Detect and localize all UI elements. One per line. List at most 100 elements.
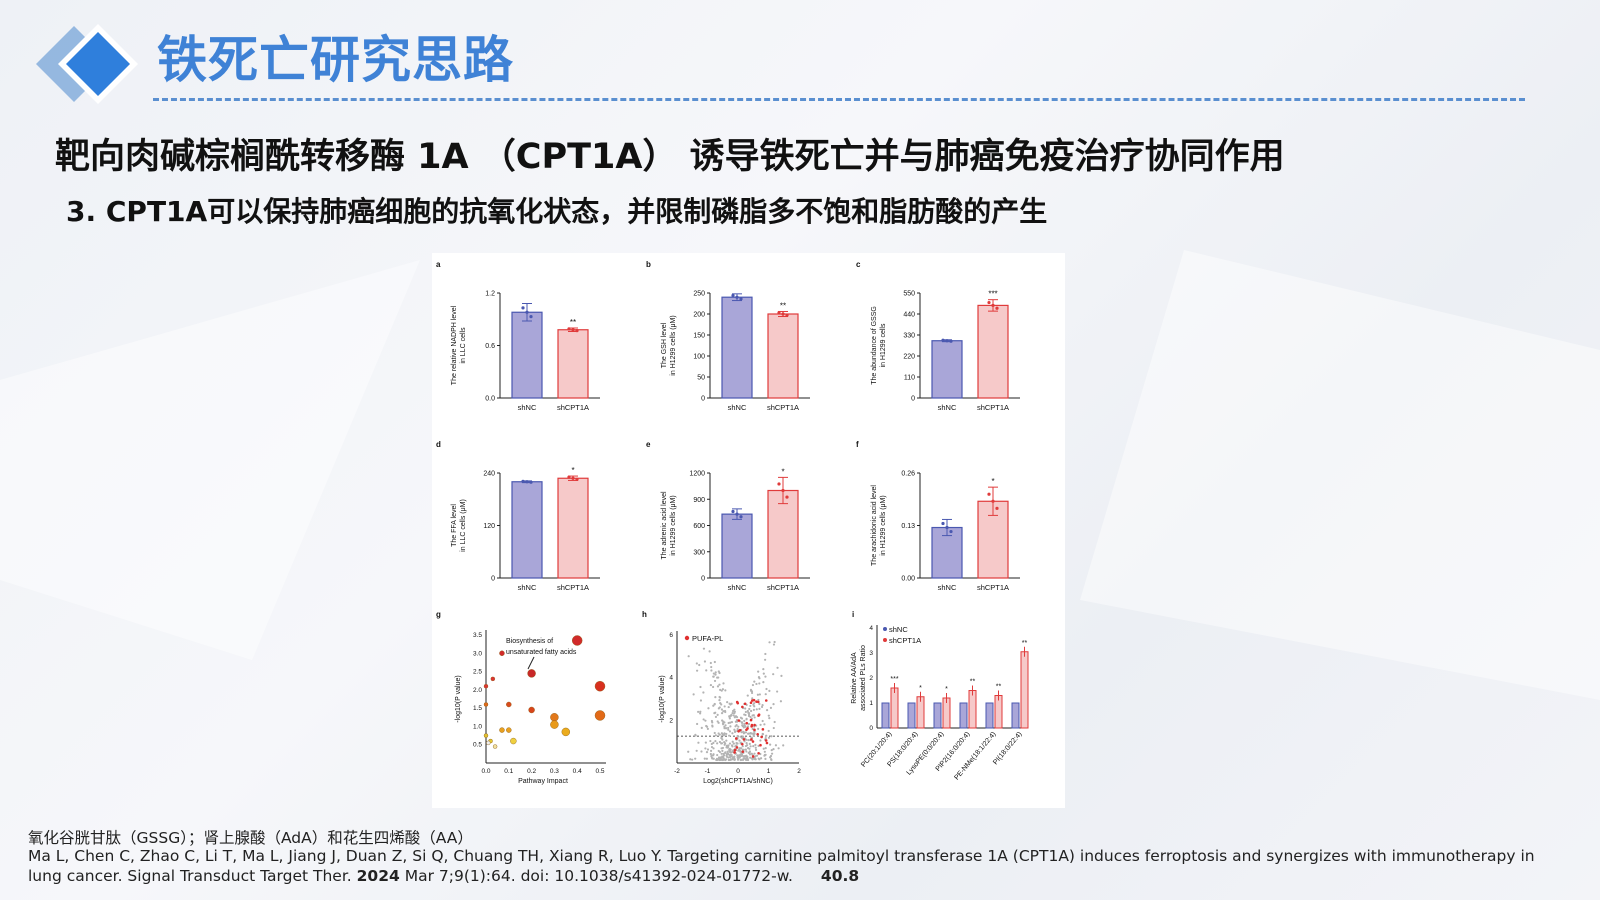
x-tick-label: 2: [797, 768, 801, 775]
volcano-point: [744, 725, 747, 728]
volcano-point: [727, 728, 730, 731]
volcano-point: [687, 750, 690, 753]
bar-shnc: [933, 702, 942, 729]
legend-label: shCPT1A: [889, 636, 921, 645]
subheadline: 3. CPT1A可以保持肺癌细胞的抗氧化状态，并限制磷脂多不饱和脂肪酸的产生: [66, 195, 1048, 228]
significance-label: **: [1022, 640, 1028, 647]
significance-label: **: [570, 318, 576, 327]
y-tick-label: 4: [669, 675, 673, 682]
volcano-point: [750, 691, 754, 695]
volcano-point: [720, 703, 723, 706]
volcano-point: [718, 683, 721, 686]
volcano-point: [706, 727, 709, 730]
volcano-point: [741, 724, 744, 727]
data-point: [561, 727, 571, 737]
volcano-point: [764, 675, 767, 678]
slide-title: 铁死亡研究思路: [157, 31, 514, 89]
volcano-point: [744, 744, 748, 748]
x-axis-label: Log2(shCPT1A/shNC): [703, 778, 773, 785]
volcano-point: [761, 703, 764, 707]
category-label: shNC: [938, 583, 957, 592]
volcano-point: [710, 742, 713, 746]
replicate-dot: [529, 315, 533, 319]
bar-shnc: [1011, 702, 1020, 729]
y-tick-label: 110: [904, 375, 915, 382]
pufa-pl-point: [757, 752, 760, 755]
y-tick-label: 0: [701, 576, 705, 583]
volcano-point: [728, 702, 731, 705]
replicate-dot: [987, 300, 991, 305]
volcano-point: [696, 722, 699, 726]
volcano-point: [721, 756, 724, 759]
volcano-point: [749, 704, 752, 708]
volcano-point: [717, 749, 720, 753]
pufa-pl-point: [735, 700, 739, 704]
volcano-point: [750, 709, 753, 713]
y-tick-label: 1.5: [473, 705, 482, 712]
volcano-point: [753, 758, 757, 761]
volcano-point: [722, 723, 725, 726]
y-tick-label: 0: [701, 396, 705, 403]
volcano-point: [765, 709, 769, 712]
volcano-point: [761, 719, 764, 723]
data-point: [499, 727, 505, 733]
y-tick-label: 600: [693, 523, 705, 530]
volcano-point: [740, 758, 743, 761]
volcano-point: [762, 747, 765, 750]
category-label: PI(18:0/22:4): [992, 731, 1023, 767]
y-axis-label: The relative NADPH level in LLC cells: [451, 305, 467, 385]
volcano-point: [765, 734, 768, 737]
replicate-dot: [785, 313, 789, 317]
pufa-pl-point: [755, 700, 758, 703]
volcano-point: [724, 689, 727, 692]
volcano-point: [718, 699, 721, 702]
volcano-point: [712, 747, 715, 750]
volcano-point: [764, 693, 767, 696]
volcano-point: [770, 735, 773, 738]
volcano-point: [712, 741, 715, 744]
volcano-point: [729, 725, 732, 728]
volcano-point: [705, 757, 708, 760]
volcano-point: [747, 739, 750, 742]
panel-letter: f: [856, 440, 859, 449]
y-tick-label: 0: [869, 725, 873, 732]
volcano-point: [770, 752, 774, 755]
volcano-point: [746, 694, 749, 697]
volcano-point: [711, 757, 714, 760]
volcano-point: [757, 698, 760, 702]
volcano-point: [697, 741, 700, 744]
replicate-dot: [941, 521, 945, 526]
volcano-point: [749, 756, 752, 759]
volcano-point: [712, 754, 715, 757]
volcano-point: [758, 702, 761, 706]
volcano-point: [720, 752, 723, 755]
volcano-point: [714, 673, 717, 676]
y-tick-label: 200: [693, 312, 705, 319]
volcano-point: [712, 675, 715, 678]
volcano-point: [716, 753, 719, 757]
replicate-dot: [777, 482, 781, 486]
bar-shnc: [907, 702, 916, 729]
volcano-point: [694, 757, 697, 760]
panel-letter: e: [646, 440, 651, 449]
pufa-pl-point: [741, 705, 744, 709]
data-point: [594, 710, 606, 721]
legend-marker: [883, 638, 887, 642]
volcano-point: [736, 727, 739, 731]
bar: [977, 304, 1009, 399]
y-tick-label: 0.13: [901, 523, 915, 530]
volcano-point: [777, 747, 780, 750]
bar-shnc: [881, 702, 890, 729]
bar: [721, 296, 753, 399]
volcano-point: [720, 708, 723, 711]
volcano-point: [714, 671, 717, 674]
volcano-point: [700, 726, 703, 730]
volcano-point: [734, 725, 737, 728]
x-tick-label: 0.3: [550, 768, 559, 775]
x-tick-label: 0.4: [573, 768, 582, 775]
data-point: [486, 740, 491, 746]
pufa-pl-point: [740, 742, 744, 746]
volcano-point: [752, 732, 755, 735]
volcano-point: [691, 758, 694, 761]
volcano-point: [744, 748, 747, 751]
